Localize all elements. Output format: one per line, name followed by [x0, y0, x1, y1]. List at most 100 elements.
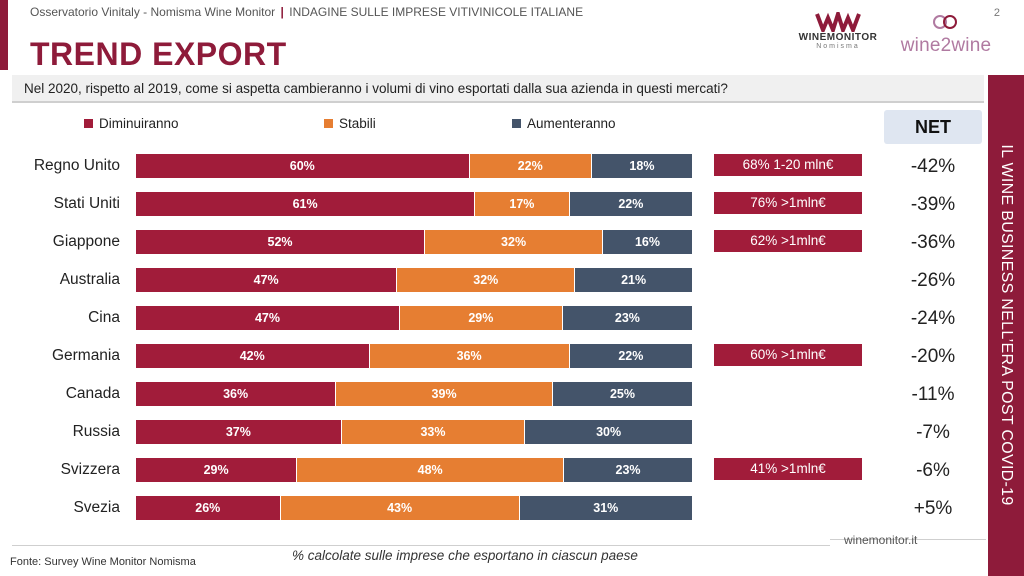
country-label: Regno Unito	[33, 157, 120, 174]
bar-segment-aumenteranno: 16%	[603, 230, 692, 254]
bar-segment-diminuiranno: 47%	[136, 268, 398, 292]
source-note: Fonte: Survey Wine Monitor Nomisma	[10, 556, 196, 568]
net-value: -11%	[911, 384, 955, 405]
page-title: TREND EXPORT	[30, 36, 287, 72]
country-label: Australia	[59, 271, 120, 288]
chart-row: Germania 42% 36% 22% 60% >1mln€ -20%	[0, 344, 1024, 382]
turnover-note: 41% >1mln€	[714, 458, 862, 480]
bar-segment-diminuiranno: 37%	[136, 420, 342, 444]
stacked-bar: 37% 33% 30%	[136, 420, 692, 444]
stacked-bar: 47% 32% 21%	[136, 268, 692, 292]
turnover-note: 62% >1mln€	[714, 230, 862, 252]
bar-segment-aumenteranno: 31%	[519, 496, 692, 520]
net-value: +5%	[913, 498, 953, 519]
country-label: Germania	[51, 347, 120, 364]
bar-segment-aumenteranno: 30%	[525, 420, 692, 444]
stacked-bar: 36% 39% 25%	[136, 382, 692, 406]
legend-stabili: Stabili	[324, 116, 376, 131]
legend-aumenteranno: Aumenteranno	[512, 116, 616, 131]
bar-segment-stabili: 43%	[280, 496, 520, 520]
country-label: Svezia	[73, 499, 120, 516]
bar-segment-diminuiranno: 61%	[136, 192, 476, 216]
stacked-bar: 29% 48% 23%	[136, 458, 692, 482]
chart-row: Giappone 52% 32% 16% 62% >1mln€ -36%	[0, 230, 1024, 268]
legend-swatch-stabili	[324, 119, 333, 128]
bar-segment-diminuiranno: 47%	[136, 306, 400, 330]
legend-swatch-diminuiranno	[84, 119, 93, 128]
chart-row: Russia 37% 33% 30% -7%	[0, 420, 1024, 458]
survey-question: Nel 2020, rispetto al 2019, come si aspe…	[12, 75, 984, 103]
country-label: Canada	[65, 385, 120, 402]
net-value: -42%	[910, 156, 956, 177]
header-survey: INDAGINE SULLE IMPRESE VITIVINICOLE ITAL…	[289, 5, 584, 19]
net-value: -24%	[910, 308, 956, 329]
header-source: Osservatorio Vinitaly - Nomisma Wine Mon…	[30, 5, 276, 19]
bar-segment-diminuiranno: 42%	[136, 344, 370, 368]
bar-segment-diminuiranno: 60%	[136, 154, 470, 178]
legend-label-aumenteranno: Aumenteranno	[527, 116, 616, 131]
winemonitor-mark-icon	[815, 12, 861, 32]
bar-segment-aumenteranno: 18%	[591, 154, 692, 178]
turnover-note: 76% >1mln€	[714, 192, 862, 214]
header-line: Osservatorio Vinitaly - Nomisma Wine Mon…	[30, 5, 583, 19]
legend-label-diminuiranno: Diminuiranno	[99, 116, 179, 131]
wine2wine-logo: wine2wine	[898, 14, 994, 57]
net-value: -20%	[910, 346, 956, 367]
country-label: Cina	[88, 309, 120, 326]
stacked-bar: 52% 32% 16%	[136, 230, 692, 254]
stacked-bar: 60% 22% 18%	[136, 154, 692, 178]
chart-row: Cina 47% 29% 23% -24%	[0, 306, 1024, 344]
winemonitor-sub: Nomisma	[816, 43, 860, 50]
winemonitor-name: WINEMONITOR	[798, 32, 878, 43]
legend-diminuiranno: Diminuiranno	[84, 116, 179, 131]
country-label: Svizzera	[60, 461, 120, 478]
bar-segment-stabili: 33%	[341, 420, 526, 444]
turnover-note: 68% 1-20 mln€	[714, 154, 862, 176]
wine2wine-mark-icon	[933, 15, 957, 29]
legend-label-stabili: Stabili	[339, 116, 376, 131]
bar-segment-diminuiranno: 52%	[136, 230, 426, 254]
chart-row: Stati Uniti 61% 17% 22% 76% >1mln€ -39%	[0, 192, 1024, 230]
stacked-bar: 26% 43% 31%	[136, 496, 692, 520]
stacked-bar: 42% 36% 22%	[136, 344, 692, 368]
stacked-bar: 61% 17% 22%	[136, 192, 692, 216]
country-label: Stati Uniti	[53, 195, 120, 212]
net-header: NET	[884, 110, 982, 144]
country-label: Giappone	[52, 233, 120, 250]
page-number: 2	[993, 7, 1000, 19]
bar-segment-stabili: 32%	[397, 268, 576, 292]
bar-segment-aumenteranno: 21%	[575, 268, 692, 292]
net-value: -7%	[916, 422, 950, 443]
bar-segment-stabili: 22%	[469, 154, 592, 178]
net-value: -26%	[910, 270, 956, 291]
bar-segment-stabili: 39%	[336, 382, 553, 406]
bar-segment-aumenteranno: 23%	[564, 458, 692, 482]
bar-segment-aumenteranno: 25%	[552, 382, 692, 406]
chart-row: Svizzera 29% 48% 23% 41% >1mln€ -6%	[0, 458, 1024, 496]
header-separator: |	[280, 5, 284, 19]
chart-row: Canada 36% 39% 25% -11%	[0, 382, 1024, 420]
bar-segment-stabili: 48%	[297, 458, 565, 482]
net-value: -36%	[910, 232, 956, 253]
site-divider	[830, 539, 986, 540]
net-value: -39%	[910, 194, 956, 215]
bar-segment-stabili: 29%	[399, 306, 563, 330]
wine2wine-name: wine2wine	[900, 35, 992, 56]
site-link[interactable]: winemonitor.it	[844, 533, 918, 547]
bar-segment-aumenteranno: 22%	[569, 192, 692, 216]
bar-segment-diminuiranno: 26%	[136, 496, 281, 520]
legend-swatch-aumenteranno	[512, 119, 521, 128]
turnover-note: 60% >1mln€	[714, 344, 862, 366]
bar-segment-diminuiranno: 29%	[136, 458, 298, 482]
bar-segment-aumenteranno: 23%	[562, 306, 692, 330]
bar-segment-stabili: 36%	[369, 344, 570, 368]
chart-row: Svezia 26% 43% 31% +5%	[0, 496, 1024, 534]
net-value: -6%	[916, 460, 950, 481]
bar-segment-aumenteranno: 22%	[569, 344, 692, 368]
country-label: Russia	[72, 423, 120, 440]
side-band: IL WINE BUSINESS NELL’ERA POST COVID-19	[988, 75, 1024, 576]
footnote: % calcolate sulle imprese che esportano …	[292, 548, 638, 563]
bar-segment-stabili: 17%	[475, 192, 570, 216]
footer-divider	[12, 545, 830, 546]
chart-row: Regno Unito 60% 22% 18% 68% 1-20 mln€ -42%	[0, 154, 1024, 192]
